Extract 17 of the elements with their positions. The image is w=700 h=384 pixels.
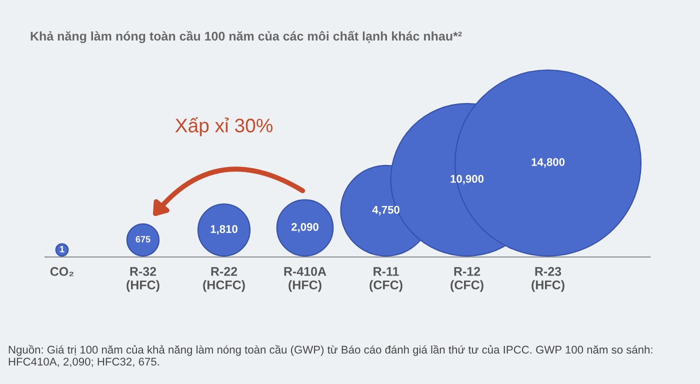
text: Xấp xỉ 30%: [175, 117, 272, 136]
category-label: CO₂: [50, 267, 74, 276]
category-label: R-23 (HFC): [532, 267, 564, 292]
category-label: R-11 (CFC): [370, 267, 402, 292]
category-label: R-22 (HCFC): [203, 267, 245, 292]
data-label: 1,810: [210, 225, 238, 235]
data-label: 2,090: [291, 223, 318, 232]
data-label: 4,750: [372, 206, 400, 216]
category-label: R-410A (HFC): [284, 267, 326, 292]
data-label: 14,800: [532, 158, 565, 168]
data-label: 675: [136, 236, 150, 242]
data-label: 1: [60, 246, 64, 252]
category-label: R-32 (HFC): [126, 267, 160, 292]
category-label: R-12 (CFC): [450, 267, 484, 292]
data-label: 10,900: [450, 174, 484, 184]
text: Khả năng làm nóng toàn cầu 100 năm của các môi chất lạnh khác nhau*²: [30, 30, 462, 44]
text: Nguồn: Giá trị 100 năm của khả năng làm nóng toàn cầu (GWP) từ Báo cáo đánh giá lần thứ tư của IPCC. GWP 100 năm so sánh: HFC410A, 2,090; HFC32, 675.: [8, 345, 652, 367]
